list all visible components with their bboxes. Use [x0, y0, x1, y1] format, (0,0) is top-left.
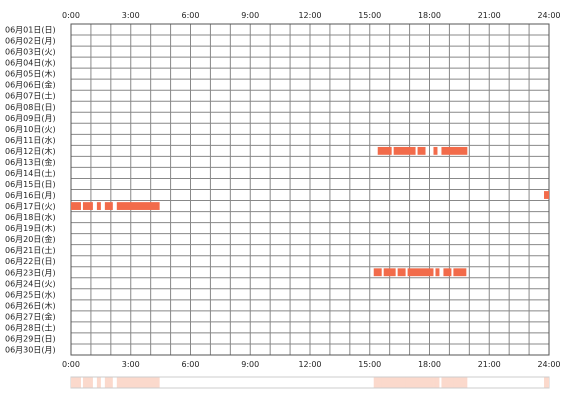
day-label: 06月11日(水)	[5, 135, 56, 145]
day-label: 06月26日(木)	[5, 300, 56, 310]
activity-segment	[435, 268, 440, 277]
activity-segment	[393, 146, 416, 155]
summary-segment	[373, 377, 382, 388]
summary-segment	[407, 377, 434, 388]
x-tick-label: 21:00	[478, 11, 501, 20]
activity-segment	[433, 146, 438, 155]
x-tick-label: 9:00	[241, 360, 259, 369]
plot-frame	[70, 23, 550, 356]
day-label: 06月10日(火)	[5, 125, 56, 134]
activity-segment	[383, 268, 396, 277]
day-label: 06月17日(火)	[5, 202, 56, 211]
activity-segment	[417, 146, 426, 155]
activity-segment	[116, 202, 160, 210]
summary-segment	[383, 377, 396, 388]
day-label: 06月21日(土)	[5, 245, 56, 255]
activity-segment	[544, 191, 549, 199]
activity-segment	[373, 268, 382, 277]
activity-segment	[377, 146, 392, 155]
x-tick-label: 12:00	[298, 11, 321, 20]
x-tick-label: 6:00	[182, 360, 200, 369]
activity-segment	[82, 202, 93, 210]
day-label: 06月14日(土)	[5, 168, 56, 178]
summary-segment	[453, 377, 467, 388]
day-label: 06月28日(土)	[5, 322, 56, 332]
day-label: 06月24日(火)	[5, 279, 56, 288]
day-label: 06月02日(月)	[5, 37, 56, 46]
day-label: 06月13日(金)	[5, 157, 56, 167]
day-label: 06月29日(日)	[5, 334, 56, 343]
x-tick-label: 0:00	[62, 360, 80, 369]
day-label: 06月15日(日)	[5, 180, 56, 189]
x-tick-label: 21:00	[478, 360, 501, 369]
summary-segment	[104, 377, 113, 388]
activity-segment	[104, 202, 113, 210]
day-label: 06月23日(月)	[5, 268, 56, 277]
day-label: 06月20日(金)	[5, 234, 56, 244]
x-tick-label: 0:00	[62, 11, 80, 20]
x-tick-label: 15:00	[358, 360, 381, 369]
x-tick-label: 3:00	[122, 360, 140, 369]
activity-segment	[441, 146, 468, 155]
summary-segment	[82, 377, 93, 388]
x-tick-label: 18:00	[418, 11, 441, 20]
activity-segment	[71, 202, 81, 210]
x-tick-label: 6:00	[182, 11, 200, 20]
x-tick-label: 3:00	[122, 11, 140, 20]
day-label: 06月09日(月)	[5, 114, 56, 123]
day-label: 06月16日(月)	[5, 191, 56, 200]
day-label: 06月07日(土)	[5, 91, 56, 101]
x-tick-label: 24:00	[537, 11, 560, 20]
x-tick-label: 18:00	[418, 360, 441, 369]
summary-segment	[71, 377, 81, 388]
summary-segment	[116, 377, 160, 388]
day-label: 06月22日(日)	[5, 257, 56, 266]
summary-segment	[443, 377, 452, 388]
day-label: 06月19日(木)	[5, 223, 56, 233]
activity-segment	[96, 202, 101, 210]
day-label: 06月03日(火)	[5, 48, 56, 57]
x-tick-label: 12:00	[298, 360, 321, 369]
x-tick-label: 15:00	[358, 11, 381, 20]
day-label: 06月06日(金)	[5, 80, 56, 90]
activity-segment	[407, 268, 434, 277]
summary-segment	[96, 377, 101, 388]
day-label: 06月25日(水)	[5, 289, 56, 299]
day-label: 06月04日(水)	[5, 58, 56, 68]
summary-segment	[435, 377, 440, 388]
day-label: 06月18日(水)	[5, 212, 56, 222]
activity-segment	[443, 268, 452, 277]
x-tick-label: 9:00	[241, 11, 259, 20]
day-label: 06月05日(木)	[5, 69, 56, 79]
day-label: 06月27日(金)	[5, 311, 56, 321]
day-label: 06月01日(日)	[5, 26, 56, 35]
summary-segment	[397, 377, 406, 388]
activity-segment	[453, 268, 467, 277]
x-tick-label: 24:00	[537, 360, 560, 369]
day-label: 06月08日(日)	[5, 103, 56, 112]
summary-segment	[544, 377, 549, 388]
day-label: 06月12日(木)	[5, 146, 56, 156]
day-label: 06月30日(月)	[5, 346, 56, 355]
activity-segment	[397, 268, 406, 277]
